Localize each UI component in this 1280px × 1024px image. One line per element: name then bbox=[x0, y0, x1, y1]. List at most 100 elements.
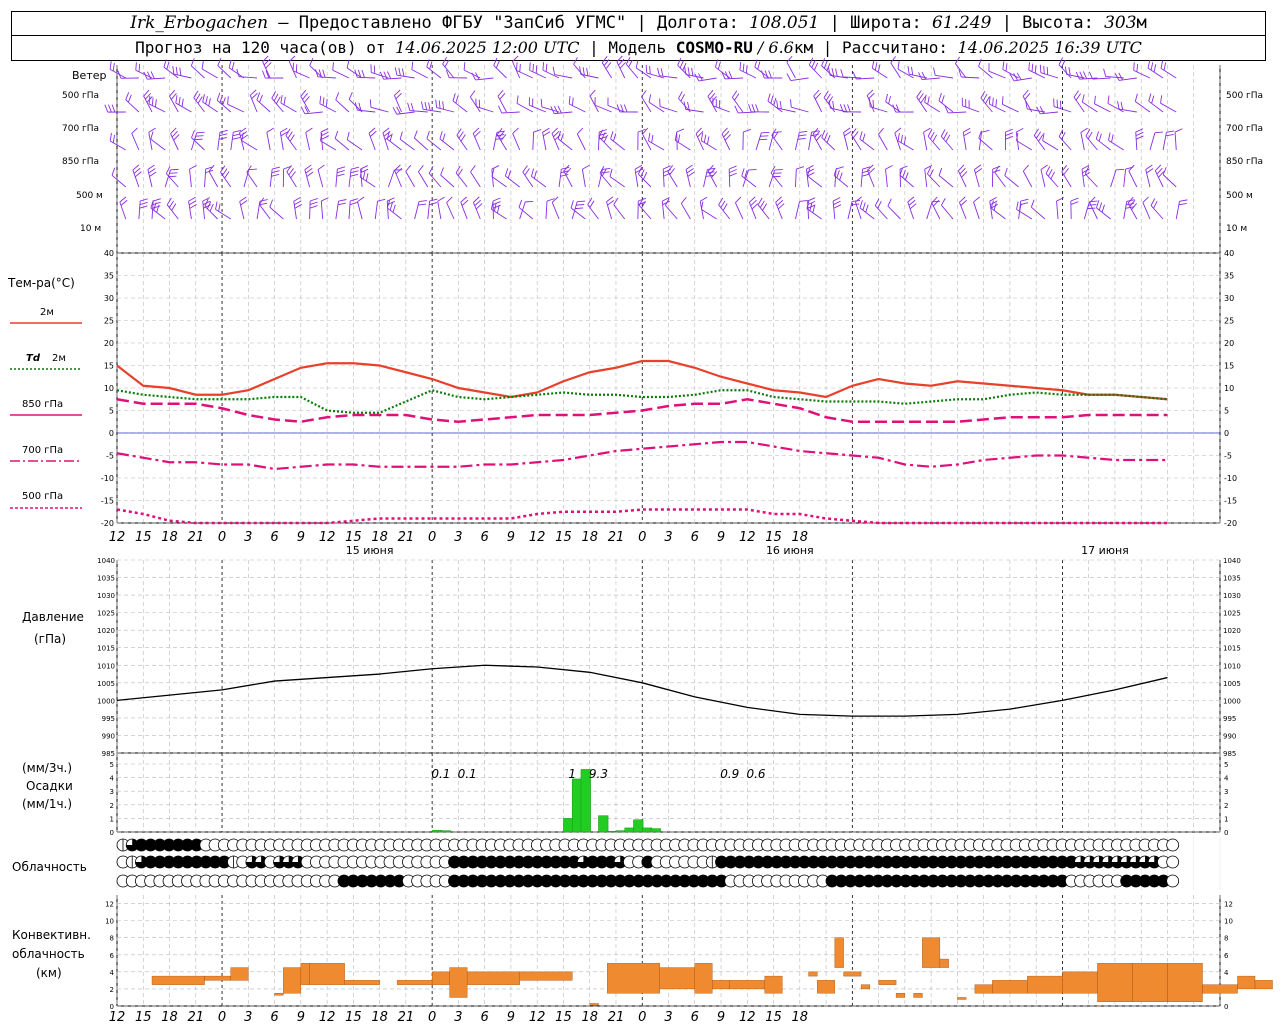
wind-barb-flag bbox=[720, 200, 726, 208]
wind-barb bbox=[638, 205, 652, 220]
wind-barb-flag bbox=[941, 95, 945, 104]
wind-barb bbox=[957, 170, 967, 188]
wind-barb bbox=[522, 171, 534, 188]
wind-barb-flag bbox=[553, 130, 560, 138]
wind-barb bbox=[387, 169, 395, 188]
wind-barb-flag bbox=[232, 137, 241, 140]
temp-tick-label-right: 30 bbox=[1224, 294, 1234, 303]
wind-barb-flag bbox=[973, 196, 980, 203]
wind-barb bbox=[1002, 69, 1019, 79]
wind-barb-flag bbox=[1028, 62, 1030, 71]
wind-barb-flag bbox=[807, 197, 816, 202]
wind-barb bbox=[202, 101, 218, 113]
wind-barb-flag bbox=[228, 59, 232, 68]
wind-barb-flag bbox=[945, 134, 951, 143]
wind-barb-flag bbox=[683, 101, 687, 110]
wind-barb-flag bbox=[603, 59, 610, 66]
wind-barb bbox=[569, 103, 586, 113]
hour-tick-label-bottom: 0 bbox=[428, 1010, 436, 1024]
wind-barb bbox=[856, 77, 875, 80]
wind-barb bbox=[808, 64, 823, 79]
wind-barb-flag bbox=[899, 165, 908, 170]
conv-bar bbox=[860, 984, 871, 990]
temp-series-line bbox=[116, 508, 1168, 525]
hour-tick-label-bottom: 18 bbox=[161, 1010, 178, 1024]
wind-barb-flag bbox=[358, 102, 362, 111]
wind-barb-flag bbox=[827, 67, 831, 76]
wind-barb-flag bbox=[897, 61, 900, 70]
wind-barb-flag bbox=[1081, 94, 1085, 103]
altitude-value: 303 bbox=[1104, 13, 1137, 33]
wind-barb-flag bbox=[474, 199, 481, 207]
wind-barb-flag bbox=[438, 100, 441, 109]
wind-barb-flag bbox=[705, 174, 714, 177]
wind-barb bbox=[859, 207, 875, 220]
wind-barb-flag bbox=[902, 169, 906, 178]
wind-barb-flag bbox=[598, 129, 603, 138]
wind-barb-flag bbox=[560, 133, 564, 142]
wind-barb bbox=[271, 97, 284, 113]
wind-barb-flag bbox=[1095, 131, 1099, 140]
cloud-symbol-fill bbox=[1120, 856, 1133, 868]
hour-axis: 1212151518182121003366991212151518182121… bbox=[109, 530, 1129, 1024]
wind-barb bbox=[119, 201, 127, 220]
wind-barb bbox=[529, 104, 547, 113]
wind-barb-flag bbox=[302, 93, 308, 100]
wind-barb bbox=[208, 171, 219, 188]
wind-barb-flag bbox=[799, 130, 808, 133]
conv-bar bbox=[843, 971, 862, 977]
wind-barb-flag bbox=[975, 168, 983, 174]
wind-barb-flag bbox=[283, 165, 292, 170]
wind-barb bbox=[558, 169, 562, 188]
hour-tick-label: 0 bbox=[218, 530, 226, 545]
wind-barb-flag bbox=[993, 202, 997, 211]
wind-barb-flag bbox=[734, 93, 740, 101]
wind-barb-flag bbox=[319, 132, 323, 141]
wind-barb-flag bbox=[709, 167, 716, 175]
wind-barb-flag bbox=[287, 131, 293, 139]
conv-bar bbox=[466, 971, 520, 985]
wind-barb-flag bbox=[687, 67, 690, 76]
wind-barb-flag bbox=[618, 58, 625, 66]
wind-barb-flag bbox=[700, 196, 708, 202]
wind-barb bbox=[1061, 171, 1072, 188]
wind-barb-flag bbox=[418, 165, 424, 172]
wind-barb-flag bbox=[495, 60, 500, 69]
wind-barb-flag bbox=[981, 129, 990, 133]
wind-barb-flag bbox=[262, 55, 269, 62]
conv-bar bbox=[1237, 975, 1256, 990]
wind-barb-flag bbox=[927, 166, 932, 175]
conv-bar bbox=[1027, 975, 1063, 994]
wind-barb bbox=[440, 174, 455, 188]
legend-t700-label: 700 гПа bbox=[22, 445, 63, 456]
wind-barb-flag bbox=[133, 167, 141, 174]
pressure-tick-label-right: 1000 bbox=[1223, 697, 1241, 705]
model-name: COSMO-RU bbox=[675, 38, 753, 57]
wind-barb-flag bbox=[395, 92, 402, 100]
conv-bar bbox=[974, 984, 993, 994]
wind-barb-flag bbox=[852, 71, 857, 80]
precip-tick-label-right: 2 bbox=[1224, 802, 1228, 810]
wind-barb bbox=[662, 169, 665, 188]
hour-tick-label: 9 bbox=[717, 530, 725, 545]
precip-tick-label-right: 1 bbox=[1224, 815, 1228, 823]
wind-barb bbox=[923, 132, 928, 151]
cloud-title: Облачность bbox=[12, 860, 87, 874]
hour-tick-label: 18 bbox=[161, 530, 178, 545]
conv-bar bbox=[1202, 984, 1238, 994]
wind-barb bbox=[988, 70, 1006, 79]
wind-barb bbox=[771, 135, 783, 151]
conv-tick-label: 4 bbox=[110, 969, 115, 977]
wind-barb bbox=[1123, 201, 1128, 220]
wind-barb-flag bbox=[319, 95, 322, 104]
wind-barb-flag bbox=[1015, 132, 1019, 141]
wind-barb bbox=[554, 111, 573, 115]
wind-barb-flag bbox=[974, 164, 982, 171]
wind-barb-flag bbox=[757, 61, 761, 70]
wind-barb-flag bbox=[1042, 132, 1045, 141]
wind-barb-flag bbox=[707, 164, 714, 172]
wind-barb-flag bbox=[147, 164, 155, 170]
wind-barb bbox=[576, 133, 586, 151]
wind-barb-flag bbox=[1016, 127, 1024, 133]
wind-barb-flag bbox=[1005, 132, 1014, 137]
